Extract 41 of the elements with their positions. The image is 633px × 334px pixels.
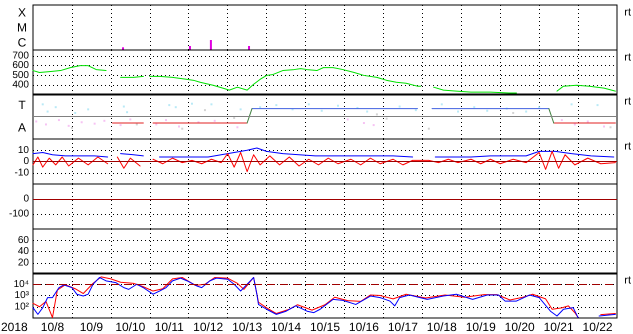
x-tick-label: 10/18 <box>426 320 458 334</box>
x-tick-label: 10/20 <box>504 320 536 334</box>
text: C <box>18 35 27 50</box>
text: rt <box>624 6 632 18</box>
text: M <box>17 20 27 34</box>
y-tick-label: 10² <box>14 302 30 313</box>
y-tick-label: 10⁴ <box>14 279 29 290</box>
text: 2018 <box>1 320 28 334</box>
text: X <box>18 5 26 20</box>
y-tick-label: 10 <box>18 144 30 156</box>
text: T <box>18 98 26 113</box>
text: A <box>18 120 26 135</box>
y-tick-label: -100 <box>8 208 30 220</box>
y-tick-label: 0 <box>23 156 30 168</box>
x-tick-label: 10/14 <box>271 320 302 334</box>
y-tick-label: 700 <box>12 50 30 62</box>
y-tick-label: 500 <box>12 70 30 81</box>
x-tick-label: 10/15 <box>310 320 340 334</box>
y-tick-label: 60 <box>18 234 30 246</box>
text: rt <box>624 274 632 287</box>
x-tick-label: 10/8 <box>40 320 64 334</box>
text: rt <box>624 51 632 64</box>
y-tick-label: 20 <box>18 256 30 268</box>
x-tick-label: 10/16 <box>348 320 380 334</box>
x-tick-label: 10/17 <box>388 320 418 334</box>
x-tick-label: 10/22 <box>582 320 613 334</box>
x-tick-label: 10/19 <box>466 320 496 334</box>
text: rt <box>624 140 632 153</box>
x-tick-label: 10/11 <box>154 320 184 334</box>
x-tick-label: 10/10 <box>115 320 146 334</box>
y-tick-label: -10 <box>14 167 30 178</box>
x-tick-label: 10/12 <box>193 320 224 334</box>
y-tick-label: 400 <box>12 79 30 90</box>
y-tick-label: 0 <box>23 193 30 204</box>
y-tick-label: 600 <box>12 60 30 71</box>
x-tick-label: 10/21 <box>544 320 574 334</box>
x-tick-label: 10/9 <box>80 320 104 334</box>
text: rt <box>624 96 632 108</box>
x-tick-label: 10/13 <box>232 320 262 334</box>
y-tick-label: 10³ <box>14 290 30 302</box>
y-tick-label: 40 <box>18 246 30 257</box>
